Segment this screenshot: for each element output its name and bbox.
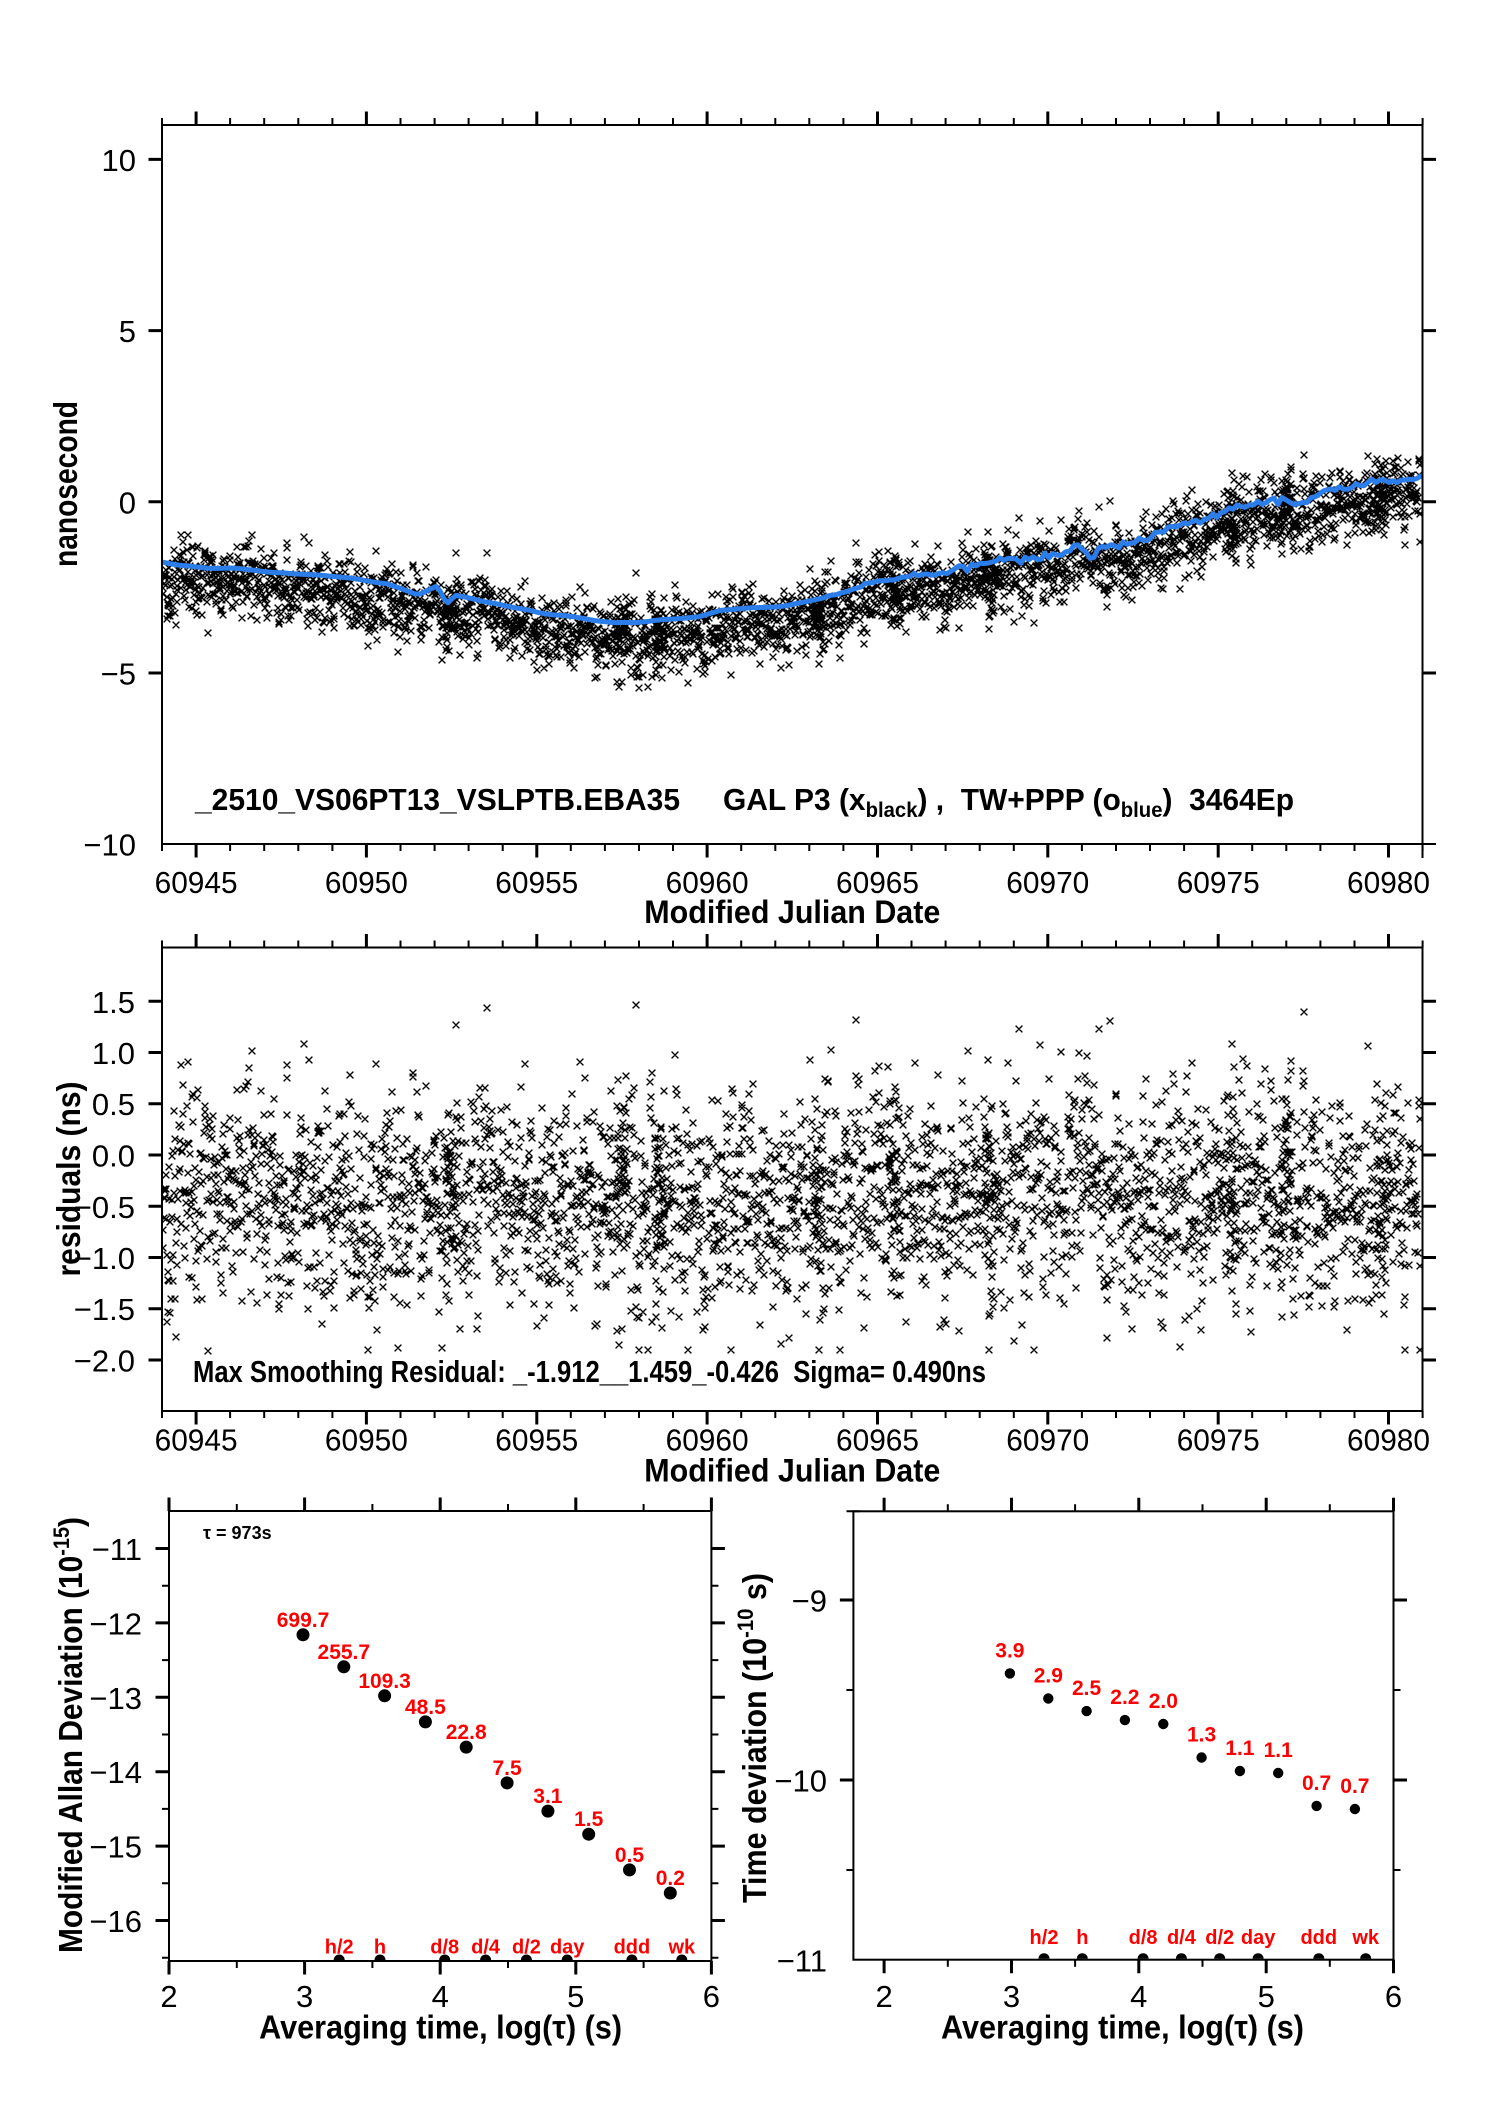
svg-text:h: h <box>1076 1927 1088 1949</box>
svg-text:Max Smoothing Residual: _-1.91: Max Smoothing Residual: _-1.912__1.459_-… <box>193 1354 986 1389</box>
svg-text:60970: 60970 <box>1006 865 1089 900</box>
svg-text:60955: 60955 <box>495 1422 578 1457</box>
svg-text:nanosecond: nanosecond <box>47 401 84 567</box>
svg-text:−15: −15 <box>89 1830 142 1865</box>
svg-text:−0.5: −0.5 <box>74 1190 135 1225</box>
svg-text:0.2: 0.2 <box>656 1867 685 1890</box>
svg-text:2: 2 <box>160 1979 177 2014</box>
svg-text:60960: 60960 <box>666 1422 749 1457</box>
svg-text:GAL P3 (xblack) , TW+PPP (obl: GAL P3 (xblack) , TW+PPP (oblue) 3464Ep <box>723 782 1294 822</box>
svg-text:Modified Julian Date: Modified Julian Date <box>644 894 940 930</box>
svg-text:wk: wk <box>1351 1927 1380 1949</box>
svg-text:5: 5 <box>1258 1979 1275 2014</box>
svg-text:−5: −5 <box>101 657 136 692</box>
svg-text:10: 10 <box>102 143 136 178</box>
svg-text:day: day <box>1241 1927 1276 1949</box>
svg-text:ddd: ddd <box>614 1937 651 1959</box>
svg-text:48.5: 48.5 <box>405 1696 446 1719</box>
svg-text:Averaging time, log(τ) (s): Averaging time, log(τ) (s) <box>259 2009 622 2046</box>
svg-text:1.1: 1.1 <box>1264 1739 1294 1762</box>
svg-text:τ = 973s: τ = 973s <box>203 1523 272 1543</box>
svg-text:Modified Julian Date: Modified Julian Date <box>644 1452 940 1488</box>
svg-text:1.1: 1.1 <box>1225 1737 1255 1760</box>
svg-text:2.9: 2.9 <box>1034 1665 1063 1688</box>
svg-text:−16: −16 <box>89 1904 142 1939</box>
svg-text:3.1: 3.1 <box>533 1785 563 1808</box>
svg-text:−13: −13 <box>89 1681 142 1716</box>
svg-text:−11: −11 <box>92 1532 142 1567</box>
svg-text:−1.5: −1.5 <box>74 1292 135 1327</box>
svg-text:60980: 60980 <box>1347 1422 1430 1457</box>
svg-text:60960: 60960 <box>666 865 749 900</box>
svg-text:60970: 60970 <box>1006 1422 1089 1457</box>
svg-text:_2510_VS06PT13_VSLPTB.EBA35: _2510_VS06PT13_VSLPTB.EBA35 <box>194 782 680 817</box>
svg-text:0.5: 0.5 <box>92 1087 135 1122</box>
svg-text:d/8: d/8 <box>1129 1927 1158 1949</box>
svg-text:1.5: 1.5 <box>92 985 135 1020</box>
svg-text:1.5: 1.5 <box>574 1808 604 1831</box>
svg-text:2: 2 <box>875 1979 892 2014</box>
svg-text:6: 6 <box>703 1979 720 2014</box>
svg-text:2.2: 2.2 <box>1110 1686 1139 1709</box>
svg-text:1.3: 1.3 <box>1187 1724 1216 1747</box>
svg-text:7.5: 7.5 <box>492 1757 522 1780</box>
svg-text:2.0: 2.0 <box>1149 1690 1178 1713</box>
svg-text:−10: −10 <box>83 828 136 863</box>
svg-text:d/8: d/8 <box>430 1937 459 1959</box>
svg-text:60965: 60965 <box>836 1422 919 1457</box>
svg-text:60955: 60955 <box>495 865 578 900</box>
svg-text:0.7: 0.7 <box>1340 1775 1369 1798</box>
svg-text:60975: 60975 <box>1177 1422 1260 1457</box>
svg-text:5: 5 <box>567 1979 584 2014</box>
svg-text:3.9: 3.9 <box>995 1639 1024 1662</box>
svg-text:60965: 60965 <box>836 865 919 900</box>
svg-text:d/2: d/2 <box>512 1937 541 1959</box>
svg-text:255.7: 255.7 <box>318 1641 371 1664</box>
svg-text:day: day <box>550 1937 585 1959</box>
svg-text:3: 3 <box>296 1979 313 2014</box>
svg-text:60945: 60945 <box>155 865 238 900</box>
svg-text:60975: 60975 <box>1177 865 1260 900</box>
svg-text:699.7: 699.7 <box>277 1609 330 1632</box>
svg-text:residuals (ns): residuals (ns) <box>50 1082 87 1277</box>
svg-text:22.8: 22.8 <box>446 1721 487 1744</box>
svg-text:h/2: h/2 <box>325 1937 354 1959</box>
svg-text:4: 4 <box>1130 1979 1147 2014</box>
svg-text:60950: 60950 <box>325 1422 408 1457</box>
svg-text:−14: −14 <box>89 1755 142 1790</box>
svg-text:1.0: 1.0 <box>92 1036 135 1071</box>
svg-text:Averaging time, log(τ) (s): Averaging time, log(τ) (s) <box>941 2009 1304 2046</box>
svg-text:ddd: ddd <box>1300 1927 1337 1949</box>
svg-text:2.5: 2.5 <box>1072 1677 1102 1700</box>
svg-text:d/2: d/2 <box>1205 1927 1234 1949</box>
svg-text:−9: −9 <box>792 1584 827 1619</box>
svg-text:60980: 60980 <box>1347 865 1430 900</box>
svg-text:109.3: 109.3 <box>358 1670 411 1693</box>
svg-text:4: 4 <box>432 1979 449 2014</box>
svg-text:d/4: d/4 <box>1167 1927 1197 1949</box>
svg-text:0.0: 0.0 <box>92 1139 135 1174</box>
svg-text:5: 5 <box>119 314 136 349</box>
svg-text:Modified Allan Deviation (10-1: Modified Allan Deviation (10-15) <box>49 1517 89 1953</box>
svg-text:0: 0 <box>119 485 136 520</box>
svg-text:h/2: h/2 <box>1030 1927 1059 1949</box>
svg-text:6: 6 <box>1385 1979 1402 2014</box>
svg-text:−2.0: −2.0 <box>74 1344 135 1379</box>
svg-text:−10: −10 <box>774 1764 827 1799</box>
svg-text:−12: −12 <box>89 1606 142 1641</box>
svg-text:60950: 60950 <box>325 865 408 900</box>
svg-text:60945: 60945 <box>155 1422 238 1457</box>
svg-text:−1.0: −1.0 <box>74 1241 135 1276</box>
svg-text:0.7: 0.7 <box>1302 1772 1331 1795</box>
svg-text:0.5: 0.5 <box>615 1844 645 1867</box>
svg-text:wk: wk <box>667 1937 696 1959</box>
svg-text:−11: −11 <box>777 1944 827 1979</box>
svg-text:3: 3 <box>1003 1979 1020 2014</box>
svg-text:d/4: d/4 <box>471 1937 501 1959</box>
svg-text:h: h <box>374 1937 386 1959</box>
